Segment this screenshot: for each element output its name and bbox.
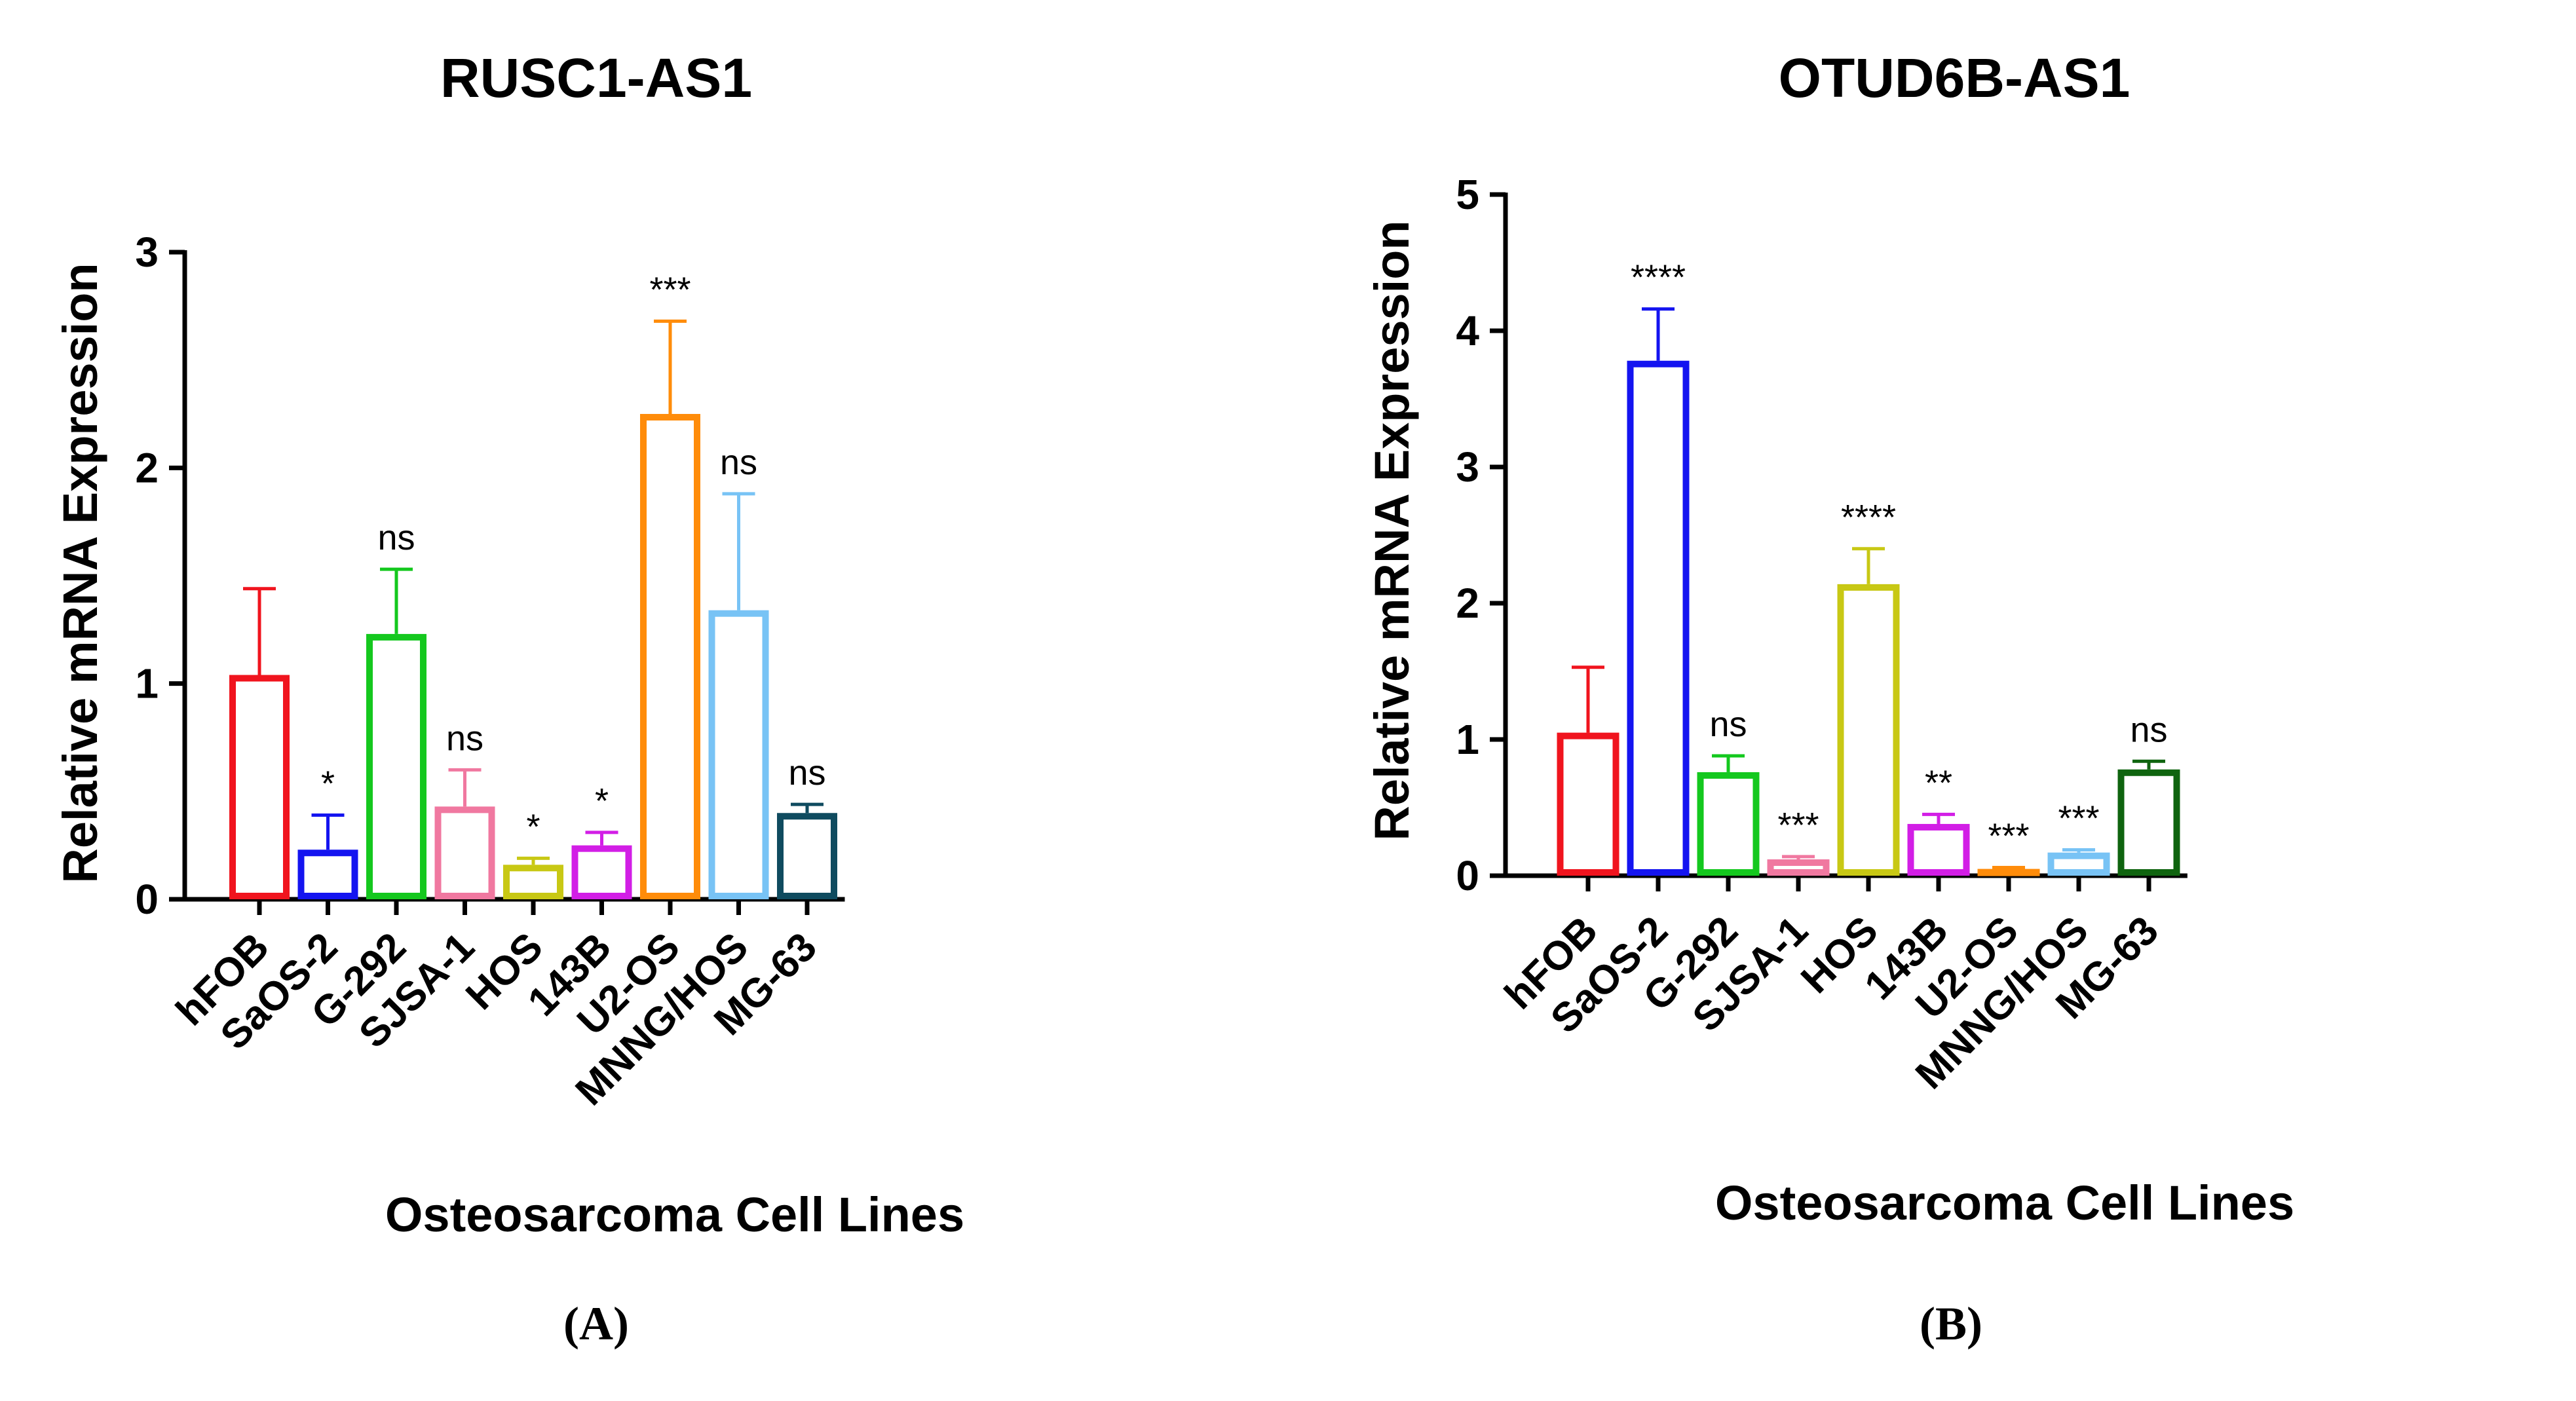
bar (1907, 823, 1970, 876)
significance-label: ns (2130, 710, 2167, 749)
y-tick-label: 1 (1456, 716, 1479, 763)
y-axis-label: Relative mRNA Expression (53, 263, 107, 883)
chart-title: OTUD6B-AS1 (1779, 47, 2131, 109)
bar (229, 675, 290, 899)
bar (1627, 360, 1690, 876)
significance-label: ns (720, 443, 757, 482)
bar (434, 806, 495, 900)
plot-area: 012345hFOB****SaOS-2nsG-292***SJSA-1****… (1456, 171, 2188, 1098)
x-axis-label: Osteosarcoma Cell Lines (385, 1187, 964, 1242)
significance-label: *** (2058, 798, 2099, 838)
bar (777, 813, 837, 900)
bar (1837, 584, 1900, 876)
significance-label: **** (1841, 498, 1896, 537)
chart-title: RUSC1-AS1 (440, 47, 752, 109)
y-axis-label: Relative mRNA Expression (1365, 220, 1419, 840)
significance-label: * (526, 807, 540, 846)
chart-rusc1-as1: RUSC1-AS1 Relative mRNA Expression Osteo… (53, 47, 964, 1350)
y-tick-label: 4 (1456, 307, 1479, 354)
significance-label: ns (788, 753, 825, 793)
panel-label: (A) (563, 1298, 629, 1350)
bar (571, 845, 632, 899)
bar (640, 414, 700, 899)
bar (708, 610, 769, 900)
x-axis-label: Osteosarcoma Cell Lines (1715, 1176, 2294, 1230)
significance-label: * (595, 781, 609, 821)
significance-label: *** (649, 270, 691, 309)
y-tick-label: 1 (135, 660, 159, 707)
significance-label: ns (446, 719, 483, 758)
bar (503, 865, 563, 899)
significance-label: ns (1709, 705, 1747, 744)
bar (366, 633, 426, 899)
significance-label: **** (1631, 258, 1686, 297)
significance-label: *** (1777, 806, 1819, 845)
bar (1697, 772, 1760, 876)
y-tick-label: 3 (1456, 443, 1479, 491)
bar (2047, 852, 2110, 876)
significance-label: *** (1988, 817, 2029, 856)
plot-area: 0123hFOB*SaOS-2nsG-292nsSJSA-1*HOS*143B*… (135, 229, 845, 1114)
y-tick-label: 2 (135, 444, 159, 491)
chart-otud6b-as1: OTUD6B-AS1 Relative mRNA Expression Oste… (1365, 47, 2294, 1350)
bar (297, 850, 358, 899)
bar (1767, 859, 1830, 876)
y-tick-label: 0 (1456, 852, 1479, 899)
y-tick-label: 3 (135, 229, 159, 276)
bar (1557, 732, 1619, 876)
significance-label: ** (1925, 763, 1952, 802)
panel-label: (B) (1920, 1298, 1982, 1350)
y-tick-label: 0 (135, 876, 159, 923)
significance-label: ns (377, 518, 415, 557)
y-tick-label: 5 (1456, 171, 1479, 218)
bar (1977, 869, 2040, 876)
significance-label: * (321, 764, 335, 804)
y-tick-label: 2 (1456, 580, 1479, 627)
bar (2117, 769, 2180, 876)
